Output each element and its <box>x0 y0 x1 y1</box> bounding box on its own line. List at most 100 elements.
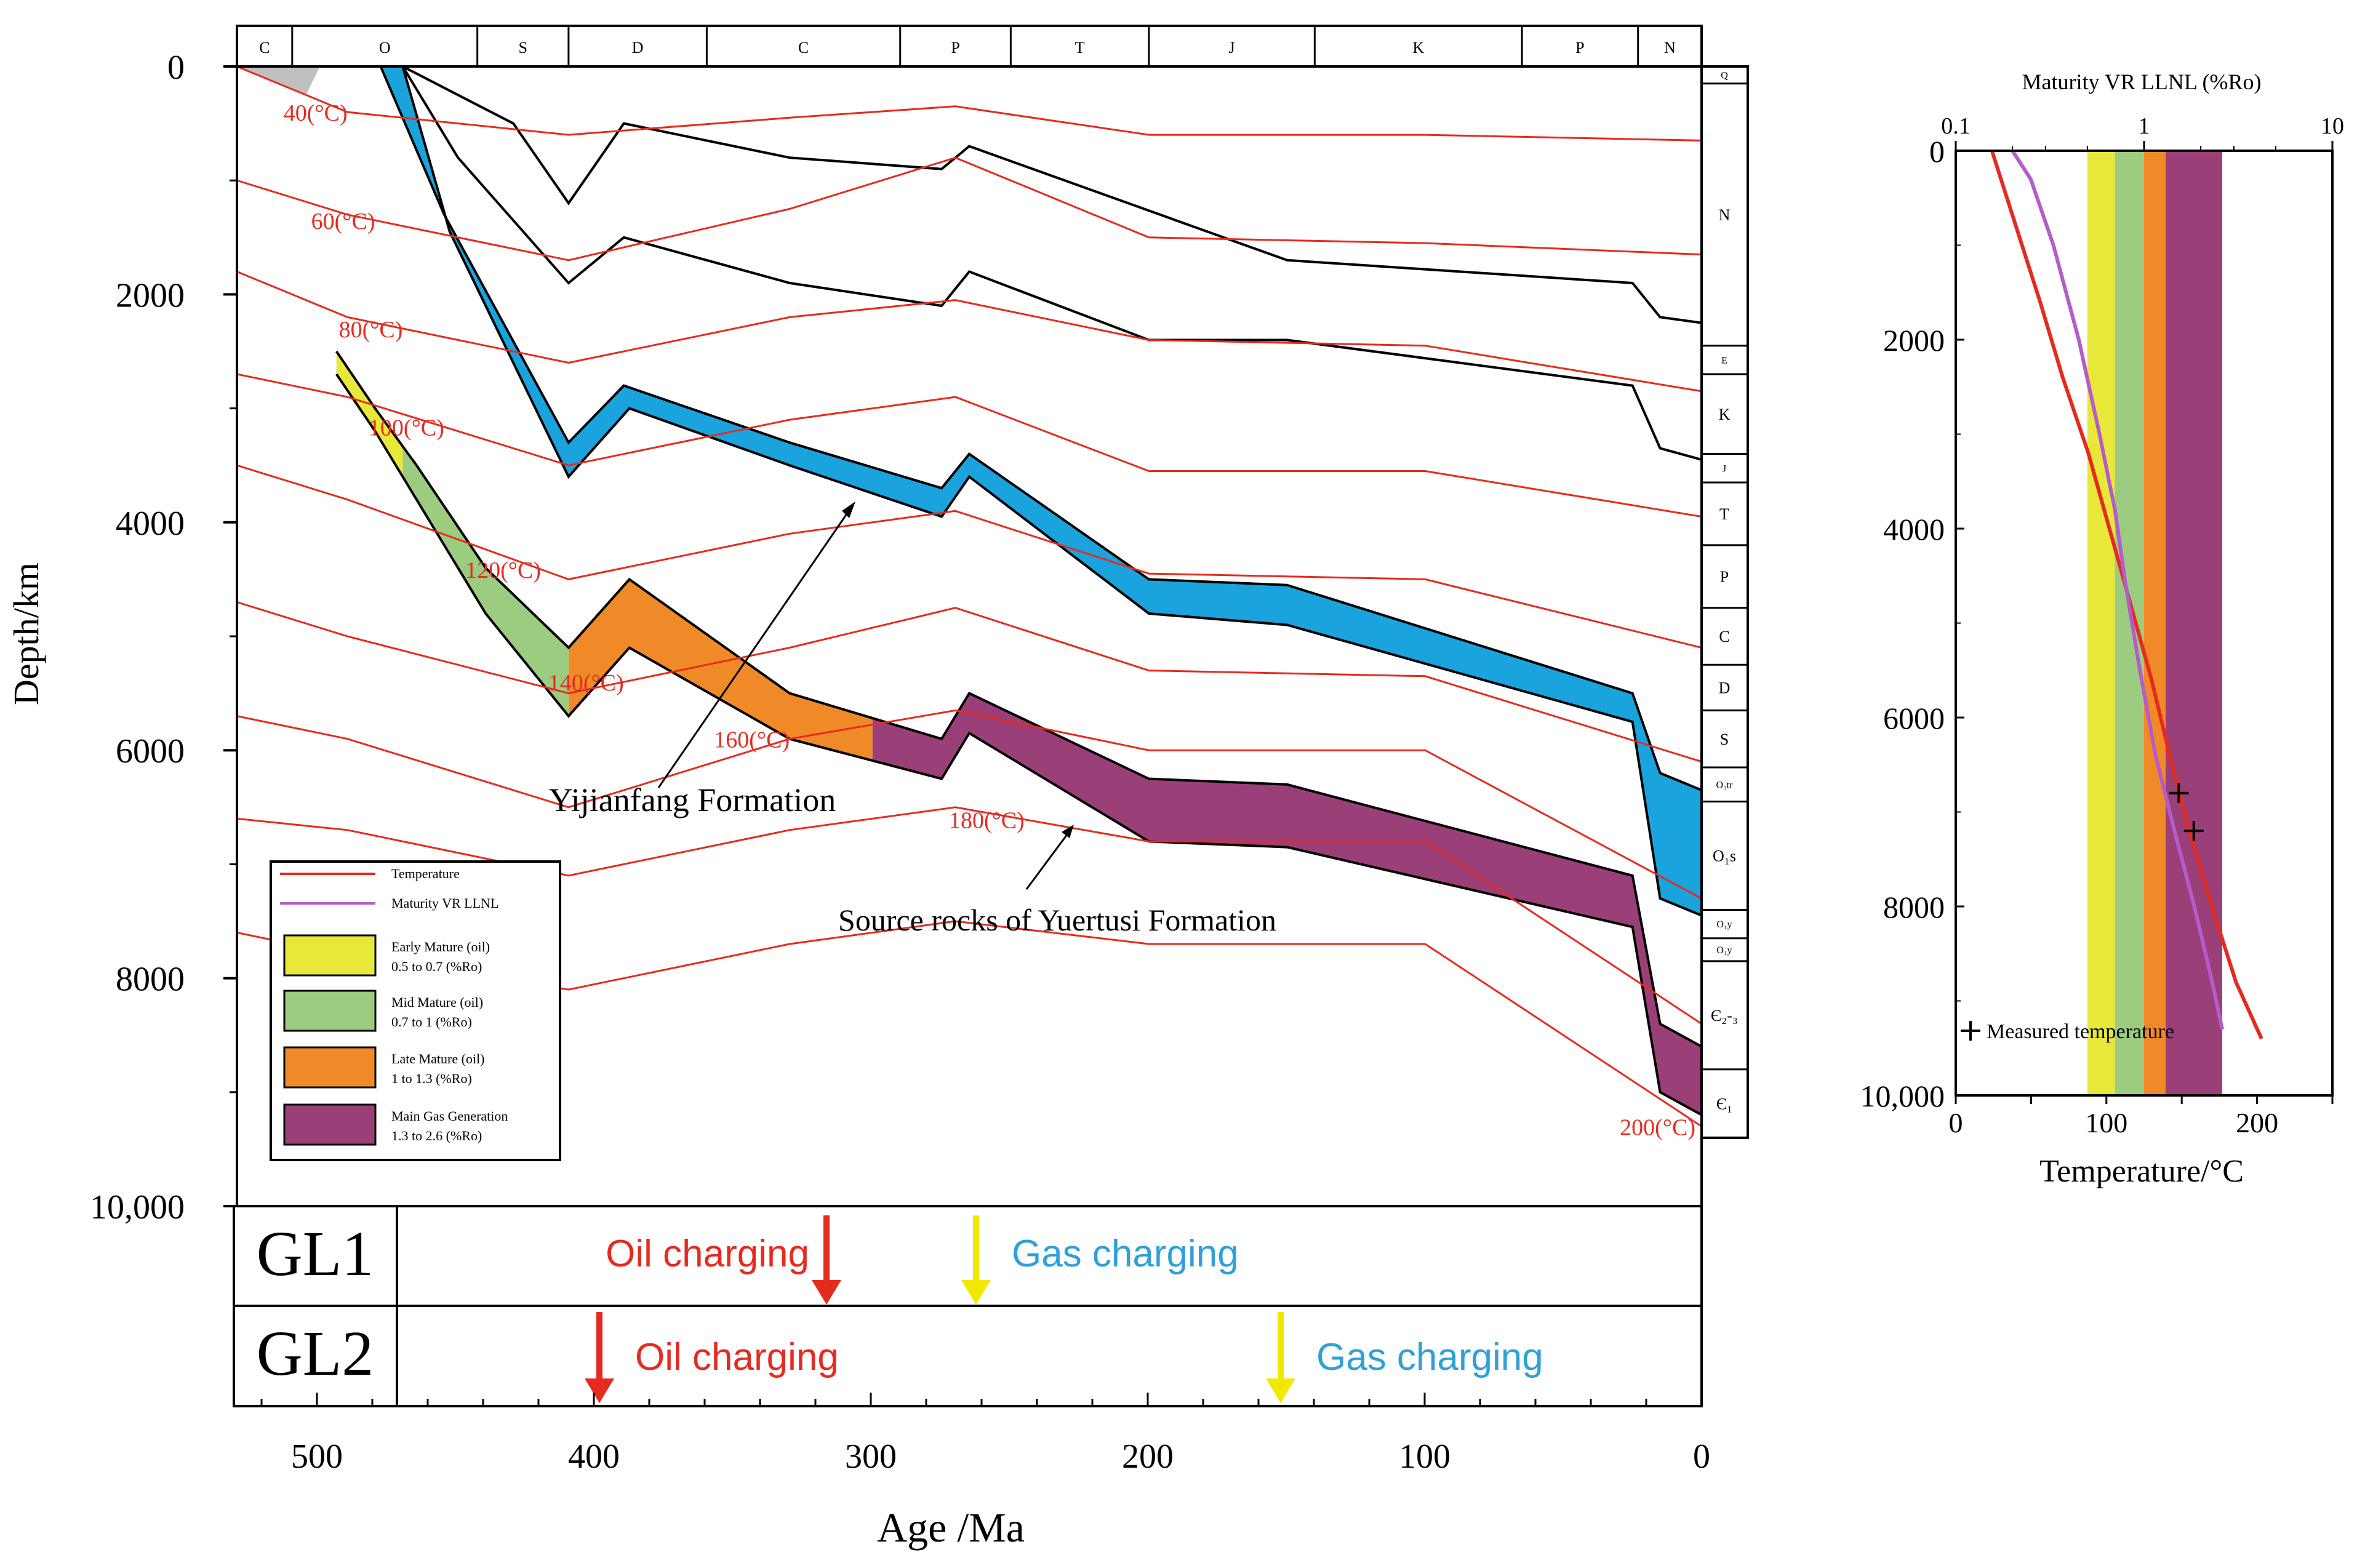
strata-label: Є₂-₃ <box>1711 1007 1738 1025</box>
depth-tick-label: 0 <box>167 49 185 87</box>
period-label: O <box>379 39 391 57</box>
legend-mid-mature-range: 0.7 to 1 (%Ro) <box>391 1014 472 1030</box>
gl2-label: GL2 <box>257 1318 374 1389</box>
horizon-line-2 <box>401 66 1702 461</box>
isotherm-line-3 <box>237 271 1702 393</box>
strata-label: O₁y <box>1716 945 1732 956</box>
period-label: J <box>1229 39 1235 57</box>
period-label: C <box>259 39 270 57</box>
strata-label: C <box>1719 628 1729 646</box>
horizon-line-6 <box>335 373 1702 1116</box>
isotherm-line-7 <box>237 709 1702 900</box>
gas-charging-label-gl1: Gas charging <box>1012 1233 1239 1275</box>
strata-label: D <box>1719 679 1731 697</box>
depth-tick-label: 8000 <box>116 961 185 999</box>
side-depth-tick-label: 2000 <box>1883 323 1945 358</box>
oil-charging-arrow-gl2-head <box>585 1378 614 1403</box>
gas-charging-label-gl2: Gas charging <box>1316 1336 1543 1378</box>
strata-label: O₁y <box>1716 919 1732 930</box>
legend-late-mature-swatch <box>283 1046 377 1089</box>
initial-surface-wedge <box>237 66 320 95</box>
side-ro-tick-label: 1 <box>2139 113 2150 139</box>
strata-label: Q <box>1721 70 1728 81</box>
gas-charging-arrow-gl2-head <box>1266 1378 1295 1403</box>
strata-label: P <box>1720 568 1729 586</box>
oil-charging-label-gl1: Oil charging <box>606 1233 809 1275</box>
mid-mature-zone <box>402 446 569 716</box>
horizon-line-4 <box>401 66 1702 917</box>
depth-axis: 0 2000 4000 6000 8000 10,000 <box>90 49 237 1226</box>
yuertusi-arrow-head <box>1062 825 1074 838</box>
maturity-temperature-lines <box>1961 150 2263 1041</box>
gl1-label: GL1 <box>257 1218 374 1289</box>
legend-late-mature-range: 1 to 1.3 (%Ro) <box>391 1071 472 1086</box>
yijianfang-arrow-head <box>842 502 855 518</box>
maturity-bands <box>2087 151 2222 1095</box>
legend-mid-mature-swatch <box>283 990 377 1032</box>
horizon-line-1 <box>347 66 1702 324</box>
period-label: P <box>951 39 959 57</box>
isotherm-label-1: 40(°C) <box>284 100 348 126</box>
period-label: P <box>1575 39 1584 57</box>
oil-charging-label-gl2: Oil charging <box>635 1336 839 1378</box>
strata-label: E <box>1721 355 1727 366</box>
strata-label: S <box>1720 730 1729 748</box>
period-label: S <box>519 39 527 57</box>
isotherm-label-4: 100(°C) <box>369 415 444 441</box>
side-ro-tick-label: 0.1 <box>1941 113 1971 139</box>
age-tick-label: 0 <box>1693 1438 1710 1476</box>
yuertusi-annotation: Source rocks of Yuertusi Formation <box>838 903 1276 937</box>
late-mature-zone <box>568 579 873 761</box>
legend-maturity-label: Maturity VR LLNL <box>391 895 498 911</box>
measured-temperature-legend-cross <box>1961 1021 1980 1041</box>
legend-early-mature-label: Early Mature (oil) <box>391 939 490 954</box>
isotherm-labels: 40(°C) 60(°C) 80(°C) 100(°C) 120(°C) 140(°C) 1… <box>284 100 1695 1140</box>
period-label: T <box>1075 39 1085 57</box>
yijianfang-annotation: Yijianfang Formation <box>549 782 836 818</box>
strata-label: Є₁ <box>1716 1095 1732 1113</box>
isotherm-label-5: 120(°C) <box>465 558 541 583</box>
age-tick-label: 100 <box>1399 1438 1451 1476</box>
legend: Temperature Maturity VR LLNL Early Matur… <box>270 860 561 1161</box>
isotherm-label-2: 60(°C) <box>311 209 375 234</box>
side-depth-tick-label: 0 <box>1929 134 1945 169</box>
burial-history-chart: C O S D C P T J K P N Q N E K J T P C D S O₃tr O₁s O₁y O₁y Є₂-₃ Є… <box>6 25 1749 1226</box>
depth-tick-label: 2000 <box>116 276 185 314</box>
side-depth-tick-label: 4000 <box>1883 512 1945 546</box>
maturity-depth-line <box>2011 150 2224 1030</box>
legend-gas-generation-swatch <box>283 1103 377 1146</box>
measured-temperature-point-2 <box>2183 821 2204 841</box>
period-bar-frame <box>236 25 1703 68</box>
side-ro-tick-label: 10 <box>2321 113 2344 139</box>
side-temperature-tick-label: 100 <box>2085 1107 2127 1138</box>
isotherm-label-3: 80(°C) <box>339 317 403 343</box>
legend-temperature-label: Temperature <box>391 866 460 881</box>
legend-gas-generation-label: Main Gas Generation <box>391 1108 508 1124</box>
isotherm-label-7: 160(°C) <box>714 727 790 753</box>
side-depth-tick-label: 10,000 <box>1860 1079 1945 1113</box>
side-chart-title: Maturity VR LLNL (%Ro) <box>2022 70 2262 94</box>
isotherm-line-4 <box>237 373 1702 518</box>
isotherm-line-2 <box>237 156 1702 262</box>
age-axis: 500 400 300 200 100 0 <box>260 1393 1710 1476</box>
isotherm-label-6: 140(°C) <box>548 670 624 696</box>
isotherm-line-5 <box>237 464 1702 649</box>
yuertusi-arrow-line <box>1025 829 1072 890</box>
depth-tick-label: 6000 <box>116 732 185 770</box>
isotherm-line-6 <box>237 601 1702 763</box>
depth-axis-label: Depth/km <box>6 562 46 705</box>
age-tick-label: 400 <box>568 1438 620 1476</box>
legend-gas-generation-range: 1.3 to 2.6 (%Ro) <box>391 1128 482 1143</box>
charging-arrows: Oil charging Gas charging Oil charging Gas … <box>585 1215 1543 1403</box>
strata-label: J <box>1723 463 1726 474</box>
side-temperature-tick-label: 0 <box>1949 1107 1963 1138</box>
strata-column: Q N E K J T P C D S O₃tr O₁s O₁y O₁y Є₂-₃ Є₁ <box>1700 65 1749 1139</box>
period-label: K <box>1412 39 1424 57</box>
age-axis-label: Age /Ma <box>877 1504 1025 1551</box>
side-maturity-band-4 <box>2165 151 2222 1095</box>
yijianfang-arrow-line <box>657 505 854 788</box>
